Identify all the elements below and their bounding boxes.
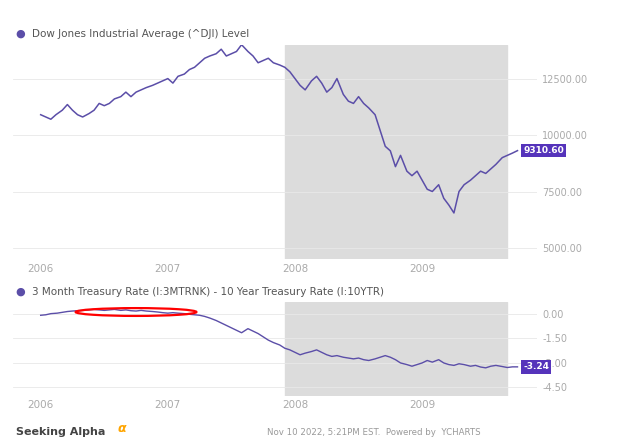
Text: Dow Jones Industrial Average (^DJI) Level: Dow Jones Industrial Average (^DJI) Leve… xyxy=(32,29,249,38)
Text: ●: ● xyxy=(16,29,25,38)
Text: Seeking Alpha: Seeking Alpha xyxy=(16,427,105,437)
Text: Nov 10 2022, 5:21PM EST.  Powered by  YCHARTS: Nov 10 2022, 5:21PM EST. Powered by YCHA… xyxy=(267,428,480,437)
Bar xyxy=(285,45,507,259)
Text: 9310.60: 9310.60 xyxy=(523,146,564,155)
Text: ●: ● xyxy=(16,287,25,297)
Text: 3 Month Treasury Rate (I:3MTRNK) - 10 Year Treasury Rate (I:10YTR): 3 Month Treasury Rate (I:3MTRNK) - 10 Ye… xyxy=(32,287,384,297)
Bar xyxy=(285,302,507,396)
Text: -3.24: -3.24 xyxy=(523,363,549,371)
Text: α: α xyxy=(117,422,126,435)
